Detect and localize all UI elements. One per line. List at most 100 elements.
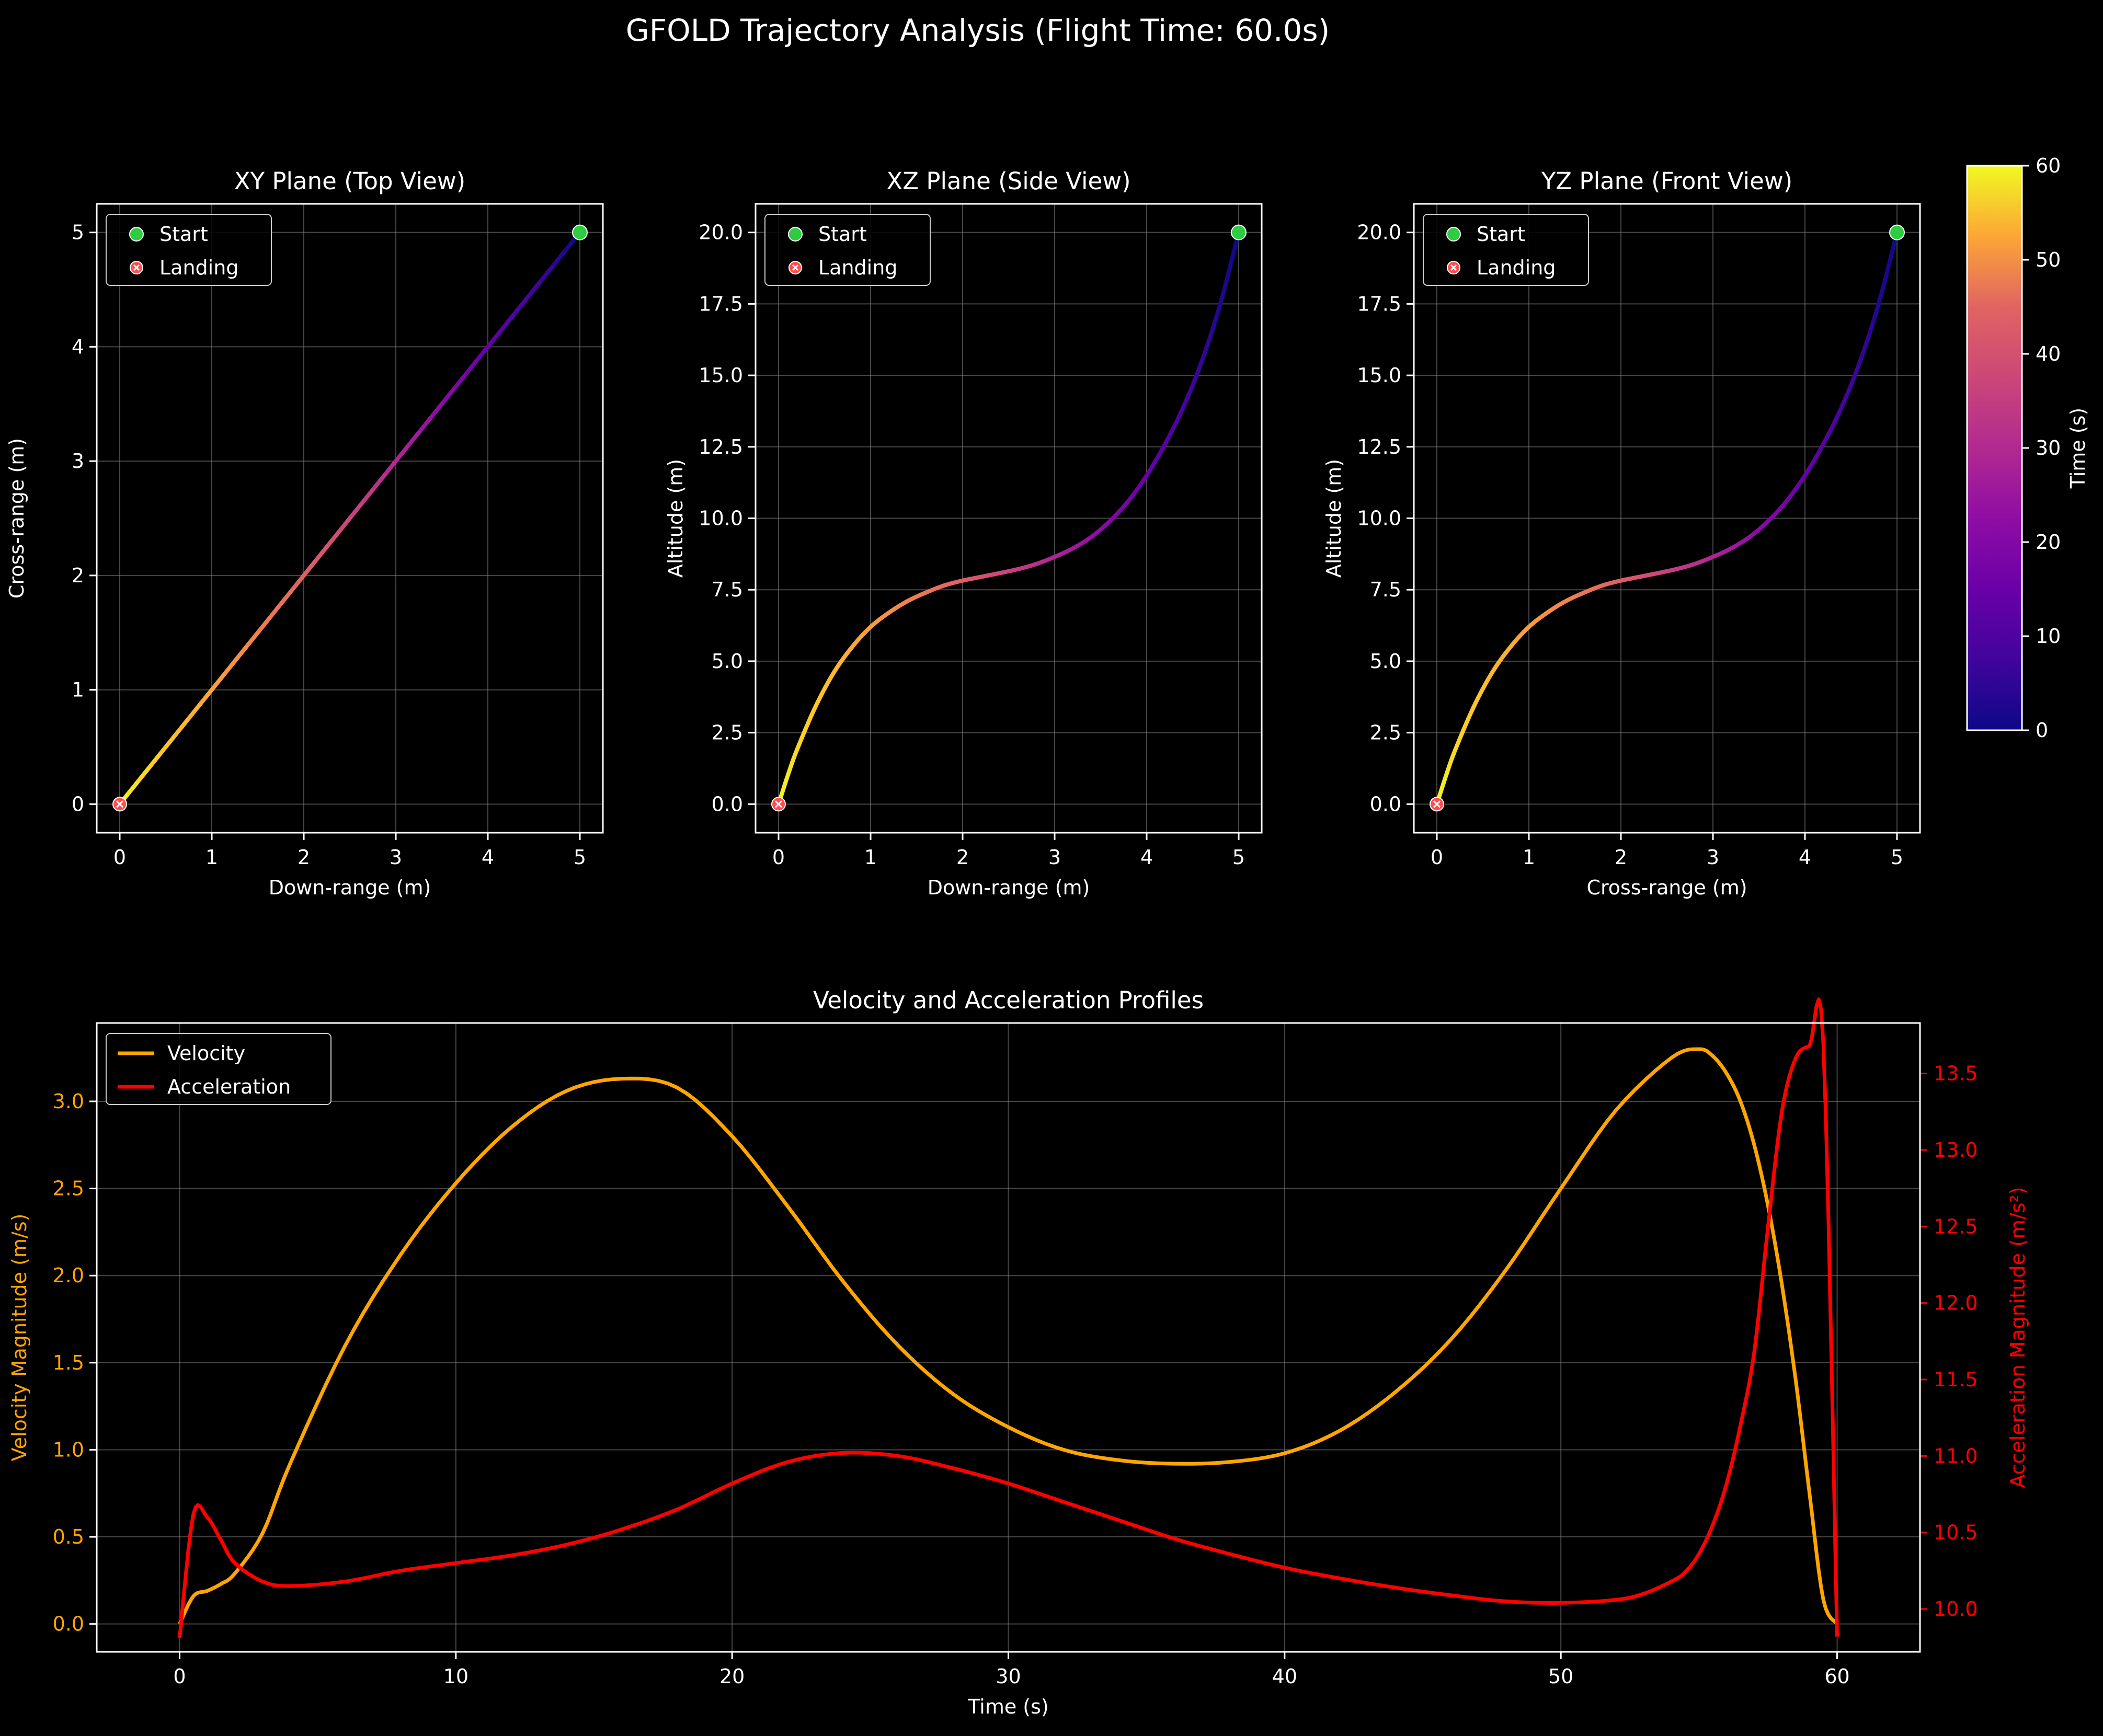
x-tick-label: 50 <box>1548 1665 1573 1688</box>
legend-label-velocity: Velocity <box>167 1042 245 1065</box>
x-axis-label: Down-range (m) <box>269 876 431 899</box>
x-tick-label: 1 <box>205 846 218 869</box>
legend-label-start: Start <box>1477 223 1525 246</box>
y-tick-label: 20.0 <box>1357 221 1401 244</box>
y-axis-label: Altitude (m) <box>1322 459 1345 578</box>
x-tick-label: 4 <box>1799 846 1811 869</box>
x-tick-label: 30 <box>996 1665 1021 1688</box>
x-axis-label: Time (s) <box>967 1695 1049 1718</box>
x-tick-label: 5 <box>1232 846 1245 869</box>
y-axis-label: Cross-range (m) <box>5 438 28 599</box>
legend: Velocity Acceleration <box>106 1033 331 1105</box>
y-right-tick-label: 12.0 <box>1934 1292 1978 1315</box>
y-tick-label: 0.0 <box>53 1613 84 1636</box>
x-tick-label: 4 <box>482 846 494 869</box>
x-tick-label: 2 <box>1615 846 1627 869</box>
y-tick-label: 1.5 <box>53 1351 84 1374</box>
start-marker <box>1231 225 1246 240</box>
y-tick-label: 7.5 <box>1370 578 1401 601</box>
y-tick-label: 7.5 <box>712 578 743 601</box>
x-tick-label: 40 <box>1272 1665 1297 1688</box>
y-tick-label: 2.5 <box>53 1177 84 1200</box>
colorbar-tick-label: 60 <box>2036 154 2061 177</box>
y-axis-label: Velocity Magnitude (m/s) <box>8 1214 31 1462</box>
panel-title: Velocity and Acceleration Profiles <box>813 986 1204 1014</box>
panel-title: XZ Plane (Side View) <box>886 167 1130 195</box>
x-tick-label: 2 <box>298 846 310 869</box>
legend-label-acceleration: Acceleration <box>167 1075 291 1098</box>
y-right-axis-label: Acceleration Magnitude (m/s²) <box>2006 1187 2029 1488</box>
y-tick-label: 5.0 <box>1370 650 1401 673</box>
legend-start-marker <box>788 227 802 241</box>
x-tick-label: 2 <box>956 846 969 869</box>
x-tick-label: 5 <box>574 846 586 869</box>
x-tick-label: 3 <box>1048 846 1061 869</box>
y-tick-label: 1.0 <box>53 1438 84 1461</box>
y-tick-label: 0.0 <box>1370 792 1401 815</box>
y-right-tick-label: 11.5 <box>1934 1368 1978 1391</box>
panel-profiles: 0 10 20 30 40 50 60 0.0 0.5 1.0 1.5 2.0 2.5 3.0 Veloci… <box>8 986 2029 1718</box>
legend-label-start: Start <box>818 223 867 246</box>
y-tick-label: 2 <box>72 564 84 587</box>
y-tick-label: 0 <box>72 792 84 815</box>
y-right-tick-label: 13.5 <box>1934 1062 1978 1085</box>
y-tick-label: 20.0 <box>699 221 743 244</box>
legend-label-landing: Landing <box>1477 256 1556 279</box>
figure-title: GFOLD Trajectory Analysis (Flight Time: … <box>626 13 1330 48</box>
x-tick-label: 1 <box>864 846 877 869</box>
x-tick-label: 60 <box>1824 1665 1849 1688</box>
y-tick-label: 0.0 <box>712 792 743 815</box>
y-right-tick-label: 13.0 <box>1934 1139 1978 1162</box>
legend: Start Landing <box>765 214 930 285</box>
colorbar-tick-label: 0 <box>2036 719 2048 742</box>
legend-start-marker <box>130 227 143 241</box>
x-tick-label: 0 <box>173 1665 186 1688</box>
start-marker <box>1890 225 1904 240</box>
colorbar-tick-label: 10 <box>2036 625 2061 648</box>
y-tick-label: 5 <box>72 221 84 244</box>
y-tick-label: 17.5 <box>1357 292 1401 315</box>
x-tick-label: 20 <box>719 1665 745 1688</box>
x-tick-label: 3 <box>390 846 402 869</box>
x-tick-label: 0 <box>1431 846 1443 869</box>
panel-title: YZ Plane (Front View) <box>1541 167 1792 195</box>
y-right-tick-label: 10.0 <box>1934 1597 1978 1620</box>
y-tick-label: 3 <box>72 450 84 473</box>
y-tick-label: 2.5 <box>712 721 743 744</box>
y-tick-label: 5.0 <box>712 650 743 673</box>
legend-label-landing: Landing <box>159 256 238 279</box>
legend-label-landing: Landing <box>818 256 897 279</box>
y-tick-label: 12.5 <box>699 435 743 458</box>
y-tick-label: 10.0 <box>699 507 743 530</box>
y-tick-label: 15.0 <box>1357 364 1401 387</box>
y-tick-label: 3.0 <box>53 1090 84 1113</box>
colorbar-tick-label: 50 <box>2036 248 2061 271</box>
x-axis-label: Cross-range (m) <box>1586 876 1747 899</box>
colorbar-tick-label: 40 <box>2036 342 2061 365</box>
y-tick-label: 1 <box>72 679 84 702</box>
x-tick-label: 5 <box>1891 846 1903 869</box>
x-tick-label: 0 <box>772 846 785 869</box>
y-right-tick-label: 11.0 <box>1934 1444 1978 1467</box>
legend: Start Landing <box>106 214 271 285</box>
y-axis-label: Altitude (m) <box>664 459 687 578</box>
x-tick-label: 1 <box>1523 846 1535 869</box>
colorbar-label: Time (s) <box>2066 408 2089 489</box>
legend-start-marker <box>1447 227 1460 241</box>
legend: Start Landing <box>1423 214 1588 285</box>
y-tick-label: 2.0 <box>53 1264 84 1287</box>
y-tick-label: 17.5 <box>699 292 743 315</box>
colorbar-tick-label: 20 <box>2036 531 2061 554</box>
x-tick-label: 3 <box>1707 846 1719 869</box>
y-tick-label: 4 <box>72 335 84 358</box>
y-tick-label: 10.0 <box>1357 507 1401 530</box>
y-tick-label: 2.5 <box>1370 721 1401 744</box>
y-right-tick-label: 10.5 <box>1934 1521 1978 1544</box>
panel-title: XY Plane (Top View) <box>234 167 466 195</box>
x-tick-label: 10 <box>443 1665 468 1688</box>
y-right-tick-label: 12.5 <box>1934 1215 1978 1238</box>
y-tick-label: 0.5 <box>53 1525 84 1548</box>
x-axis-label: Down-range (m) <box>928 876 1090 899</box>
x-tick-label: 0 <box>113 846 126 869</box>
